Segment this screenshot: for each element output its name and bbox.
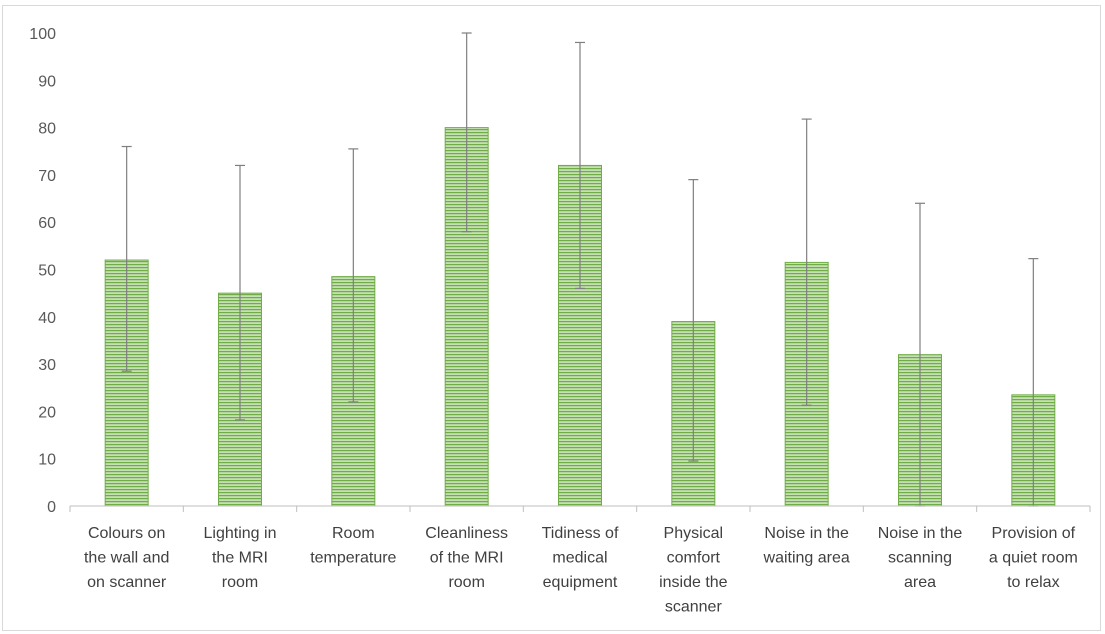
x-category-label: Room temperature bbox=[310, 525, 396, 567]
error-bars bbox=[121, 32, 1039, 507]
error-bar bbox=[348, 148, 359, 403]
error-bar bbox=[575, 41, 585, 290]
error-bar bbox=[235, 164, 245, 421]
y-tick-label: 60 bbox=[38, 215, 56, 232]
x-category-label: Cleanliness of the MRI room bbox=[425, 525, 508, 591]
x-category-label: Colours on the wall and on scanner bbox=[84, 525, 169, 591]
error-bar bbox=[688, 179, 699, 462]
y-tick-label: 100 bbox=[29, 26, 56, 43]
x-category-label: Tidiness of medical equipment bbox=[542, 525, 619, 591]
y-tick-label: 30 bbox=[38, 357, 56, 374]
y-tick-label: 80 bbox=[38, 121, 56, 138]
y-axis: 0 10 20 30 40 50 60 70 80 90 100 bbox=[29, 26, 56, 516]
x-category-label: Lighting in the MRI room bbox=[204, 525, 277, 591]
y-tick-label: 70 bbox=[38, 168, 56, 185]
error-bar bbox=[461, 32, 472, 233]
y-tick-label: 10 bbox=[38, 452, 56, 469]
y-tick-label: 20 bbox=[38, 404, 56, 421]
y-tick-label: 40 bbox=[38, 310, 56, 327]
x-category-label: Noise in the scanning area bbox=[878, 525, 963, 591]
x-category-label: Noise in the waiting area bbox=[763, 525, 850, 567]
x-category-label: Physical comfort inside the scanner bbox=[659, 525, 728, 616]
y-tick-label: 50 bbox=[38, 263, 56, 280]
error-bar bbox=[801, 118, 812, 406]
error-bar bbox=[121, 145, 132, 372]
x-category-label: Provision of a quiet room to relax bbox=[989, 525, 1078, 591]
y-tick-label: 90 bbox=[38, 73, 56, 90]
x-axis-labels: Colours on the wall and on scanner Lighting… bbox=[69, 506, 1091, 616]
y-tick-label: 0 bbox=[47, 499, 56, 516]
chart-frame bbox=[2, 5, 1101, 631]
